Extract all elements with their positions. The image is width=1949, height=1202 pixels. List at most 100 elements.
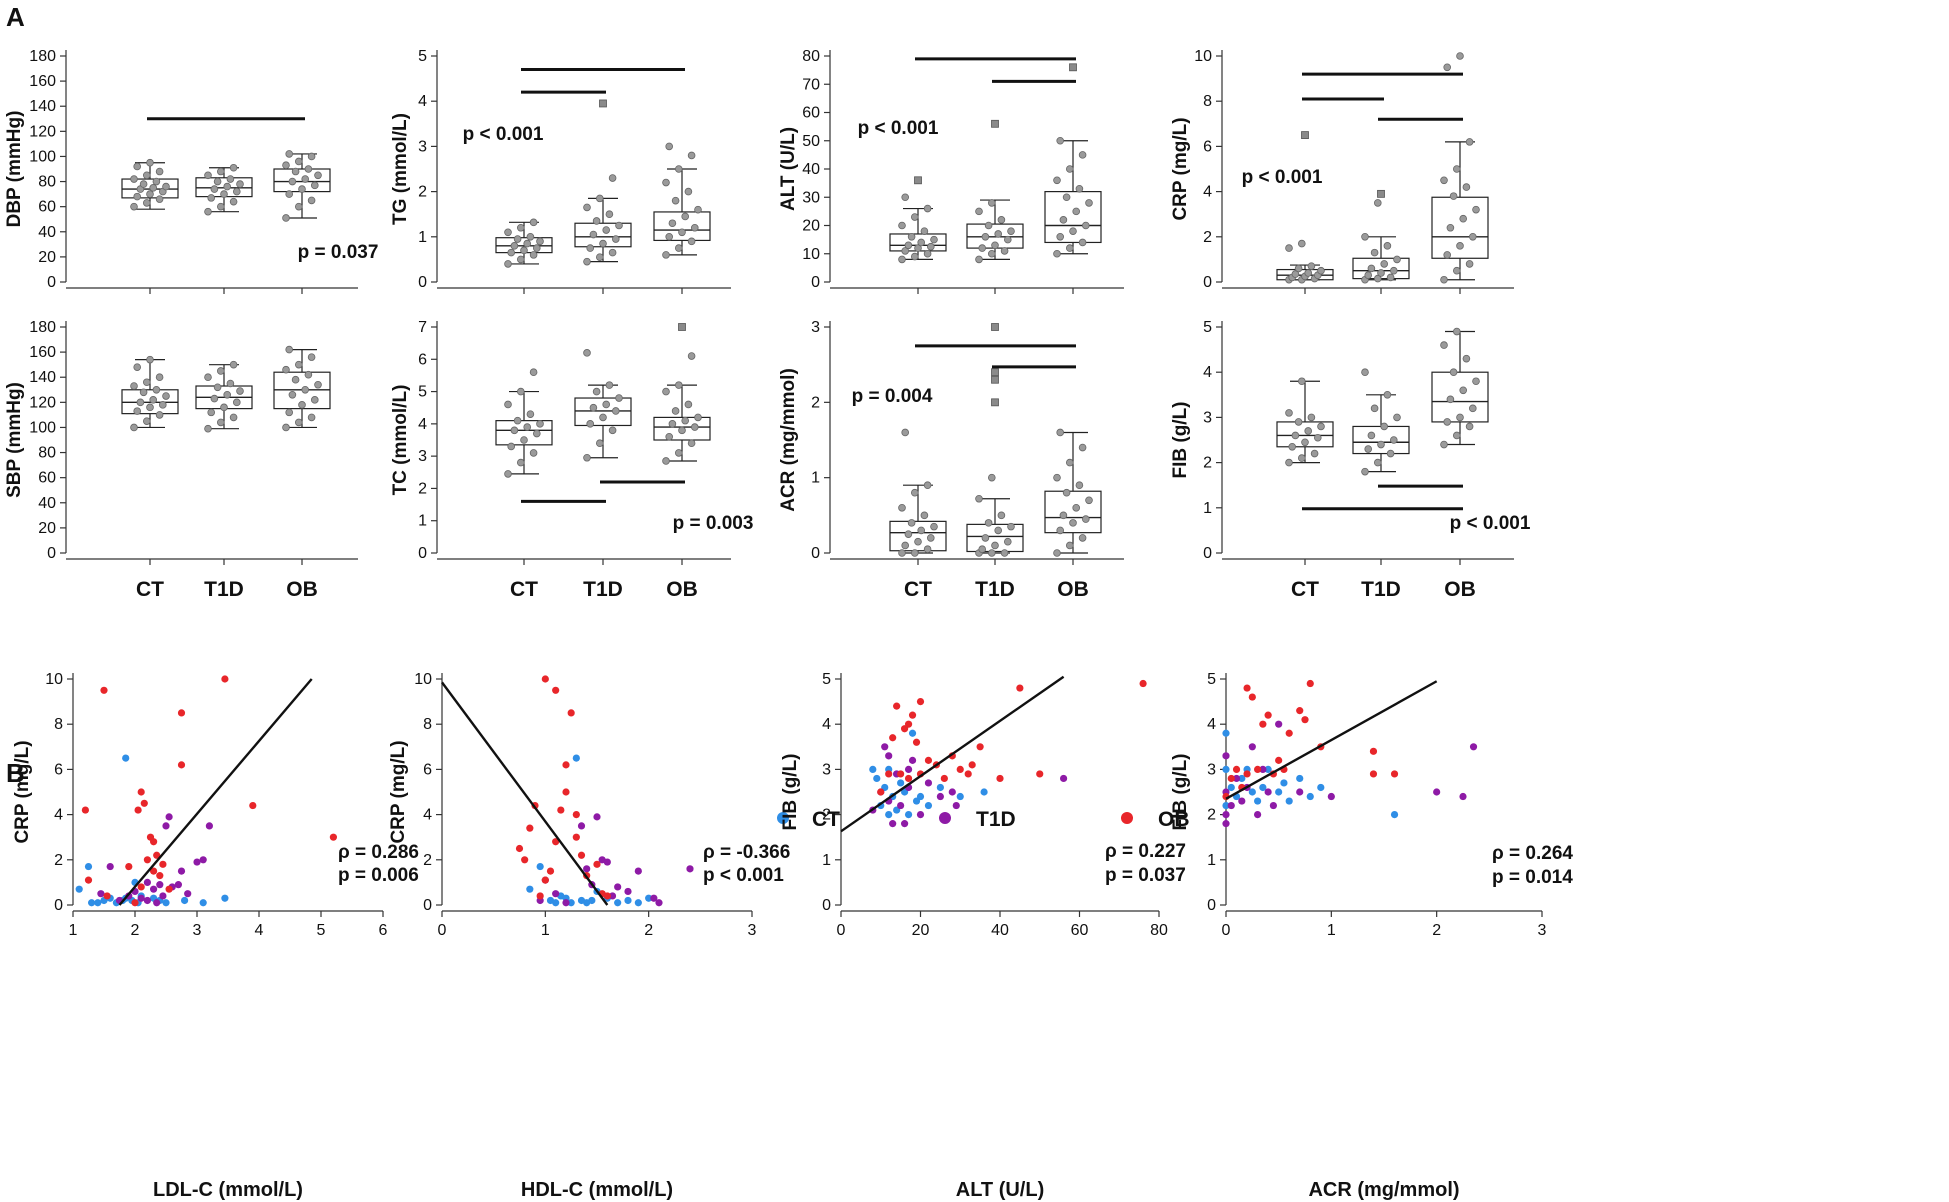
p-value-label: p < 0.001 bbox=[858, 118, 939, 139]
data-point bbox=[513, 416, 522, 425]
scatter-point-t1d bbox=[165, 813, 173, 821]
scatter-point-ob bbox=[143, 856, 151, 864]
x-tick-label: 2 bbox=[1432, 922, 1441, 939]
scatter-point-t1d bbox=[650, 894, 658, 902]
data-point bbox=[611, 407, 620, 415]
data-point bbox=[1307, 262, 1316, 270]
data-point bbox=[898, 549, 906, 557]
p-value-label: p = 0.004 bbox=[852, 386, 933, 407]
data-point bbox=[1374, 199, 1382, 207]
scatter-point-ob bbox=[1232, 765, 1241, 774]
data-point bbox=[687, 352, 696, 360]
data-point bbox=[662, 251, 670, 259]
outlier-point bbox=[1301, 131, 1309, 140]
x-category-label: CT bbox=[510, 578, 538, 601]
data-point bbox=[223, 182, 232, 191]
data-point bbox=[1370, 404, 1379, 413]
scatter-point-ob bbox=[593, 860, 601, 868]
scatter-point-ob bbox=[81, 806, 89, 814]
data-point bbox=[1383, 242, 1392, 250]
y-tick-label: 6 bbox=[1203, 138, 1212, 155]
data-point bbox=[987, 549, 996, 557]
outlier-point bbox=[678, 323, 686, 331]
data-point bbox=[1462, 183, 1471, 191]
y-tick-label: 7 bbox=[418, 319, 427, 336]
outlier-point bbox=[991, 368, 999, 377]
data-point bbox=[1390, 436, 1398, 444]
data-point bbox=[681, 212, 689, 221]
data-point bbox=[155, 167, 164, 176]
data-point bbox=[155, 373, 164, 382]
data-point bbox=[1469, 404, 1477, 413]
p-value-label: p < 0.001 bbox=[463, 124, 544, 145]
scatter-point-ct bbox=[122, 754, 130, 762]
scatter-point-ob bbox=[976, 743, 984, 751]
scatter-point-ob bbox=[1139, 679, 1147, 688]
scatter-point-t1d bbox=[1269, 801, 1277, 810]
data-point bbox=[1066, 244, 1074, 252]
data-point bbox=[504, 400, 512, 409]
y-axis-label: CRP (mg/L) bbox=[1170, 117, 1191, 220]
data-point bbox=[668, 219, 677, 228]
x-tick-label: 20 bbox=[912, 922, 930, 939]
scatter-point-t1d bbox=[162, 822, 170, 830]
y-axis-label: TG (mmol/L) bbox=[390, 113, 411, 225]
scatter-point-ct bbox=[94, 899, 102, 907]
y-tick-label: 160 bbox=[29, 73, 56, 90]
data-point bbox=[223, 390, 232, 399]
y-tick-label: 80 bbox=[38, 174, 56, 191]
y-tick-label: 3 bbox=[418, 448, 427, 465]
data-point bbox=[229, 360, 238, 369]
y-tick-label: 4 bbox=[418, 416, 427, 433]
y-tick-label: 1 bbox=[811, 470, 820, 487]
data-point bbox=[920, 227, 929, 235]
regression-line bbox=[1225, 680, 1438, 800]
scatter-point-ob bbox=[137, 788, 145, 796]
scatter-point-t1d bbox=[143, 896, 151, 905]
data-point bbox=[507, 248, 516, 257]
y-tick-label: 3 bbox=[418, 138, 427, 155]
data-point bbox=[1453, 165, 1461, 173]
y-tick-label: 60 bbox=[38, 199, 56, 216]
scatter-point-ob bbox=[916, 698, 925, 706]
scatter-point-ob bbox=[577, 851, 586, 859]
data-point bbox=[1465, 422, 1474, 431]
data-point bbox=[1075, 481, 1084, 490]
chart-alt: 0 10 20 30 40 50 60 70 80 ALT (U/L) p < 0.001 bbox=[778, 48, 1124, 294]
x-axis-label: LDL-C (mmol/L) bbox=[153, 1179, 303, 1201]
scatter-point-ob bbox=[996, 774, 1004, 783]
data-point bbox=[1459, 214, 1467, 223]
scatter-point-ob bbox=[572, 833, 580, 841]
x-tick-label: 3 bbox=[193, 922, 202, 939]
scatter-point-ct bbox=[1285, 797, 1293, 805]
y-tick-label: 5 bbox=[1207, 671, 1216, 688]
scatter-point-ob bbox=[552, 838, 560, 846]
y-tick-label: 10 bbox=[45, 671, 63, 688]
scatter-point-ct bbox=[162, 899, 170, 907]
y-tick-label: 3 bbox=[811, 319, 820, 336]
legend: CT T1D OB bbox=[777, 808, 1190, 831]
x-category-label: T1D bbox=[975, 578, 1015, 601]
y-axis-label: TC (mmol/L) bbox=[390, 385, 411, 496]
chart-crp: 0 2 4 6 8 10 CRP (mg/L) p < 0.001 bbox=[1170, 48, 1514, 294]
data-point bbox=[229, 413, 238, 422]
data-point bbox=[923, 249, 932, 258]
data-point bbox=[294, 157, 303, 166]
scatter-point-ob bbox=[964, 770, 972, 778]
data-point bbox=[1000, 549, 1009, 557]
outlier-point bbox=[991, 375, 999, 384]
data-point bbox=[294, 202, 303, 211]
scatter-point-ob bbox=[153, 851, 161, 859]
data-point bbox=[1053, 176, 1061, 185]
x-tick-label: 4 bbox=[255, 922, 264, 939]
data-point bbox=[207, 194, 216, 202]
data-point bbox=[904, 241, 913, 250]
data-point bbox=[526, 410, 535, 418]
scatter-point-ob bbox=[103, 892, 111, 900]
p-value-label: p = 0.037 bbox=[1105, 865, 1186, 886]
scatter-point-t1d bbox=[881, 743, 889, 751]
data-point bbox=[1453, 431, 1461, 440]
data-point bbox=[1069, 227, 1077, 235]
scatter-point-ob bbox=[134, 806, 142, 814]
